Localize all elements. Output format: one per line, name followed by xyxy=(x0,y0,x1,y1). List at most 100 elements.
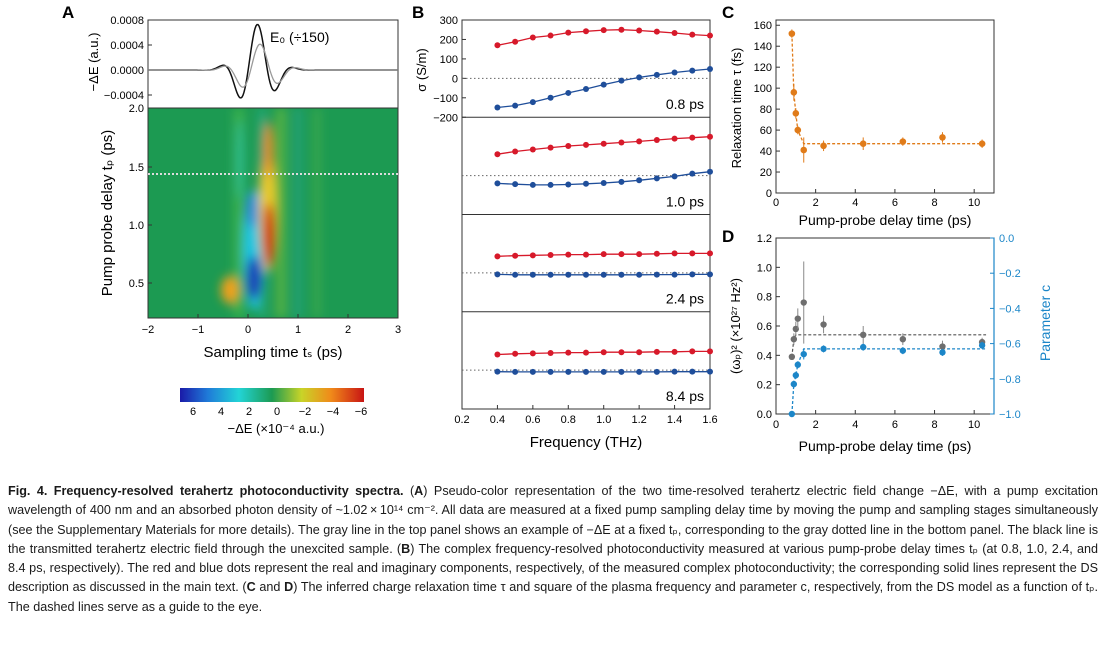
panel-c-ylabel: Relaxation time τ (fs) xyxy=(729,48,744,169)
b-point-imag xyxy=(636,74,643,81)
b-point-real xyxy=(618,26,625,33)
c-point xyxy=(820,142,827,150)
b-delay-label: 8.4 ps xyxy=(666,388,704,404)
d-point-wp xyxy=(899,336,907,343)
b-point-imag xyxy=(494,368,501,375)
b-point-real xyxy=(689,31,696,38)
b-point-real xyxy=(583,251,589,258)
b-point-real xyxy=(512,148,519,155)
b-point-real xyxy=(494,351,501,358)
d-xtick-label: 8 xyxy=(931,419,937,431)
b-point-real xyxy=(583,349,589,356)
b-point-real xyxy=(600,349,607,356)
b-point-real xyxy=(636,27,643,34)
b-point-imag xyxy=(529,271,536,278)
c-point xyxy=(794,126,802,134)
b-point-imag xyxy=(583,86,589,93)
c-xtick-label: 0 xyxy=(773,197,779,209)
c-ytick-label: 40 xyxy=(760,146,772,158)
d-xtick-label: 4 xyxy=(852,419,858,431)
panel-d-plot: 1.2 1.0 0.8 0.6 0.4 0.2 0.0 0.0 −0.2 −0.4 −0.6 −0.8… xyxy=(728,233,1053,454)
b-point-imag xyxy=(494,180,501,187)
a-xtick-label: 1 xyxy=(295,324,301,336)
b-point-imag xyxy=(494,104,501,111)
b-point-imag xyxy=(565,89,572,96)
b-point-real xyxy=(636,251,643,258)
colorbar-tick-label: −6 xyxy=(355,406,368,418)
b-xtick-label: 1.0 xyxy=(596,414,611,426)
b-point-imag xyxy=(618,178,625,185)
d-point-wp xyxy=(790,336,798,343)
d-point-c xyxy=(794,361,801,368)
caption-bold-segment: Fig. 4. Frequency-resolved terahertz pho… xyxy=(8,484,404,498)
b-point-real xyxy=(671,135,678,142)
a-map-ytick-label: 1.5 xyxy=(129,162,144,174)
b-delay-label: 1.0 ps xyxy=(666,193,704,209)
d-xtick-label: 0 xyxy=(773,419,779,431)
b-point-imag xyxy=(618,368,625,375)
d-point-c xyxy=(788,410,796,418)
b-point-real xyxy=(707,348,713,355)
b-ytick-label: 300 xyxy=(440,15,458,27)
b-point-imag xyxy=(653,175,660,182)
b-point-imag xyxy=(707,168,713,175)
b-point-real xyxy=(565,29,572,36)
c-point xyxy=(939,134,946,141)
b-point-imag xyxy=(618,271,625,278)
d-xtick-label: 6 xyxy=(892,419,898,431)
d-ytick-right-label: −0.4 xyxy=(999,303,1021,315)
b-point-imag xyxy=(583,368,589,375)
b-point-imag xyxy=(512,271,519,278)
panel-a-top-plot: 0.0008 0.0004 0.0000 −0.0004 E₀ (÷150) −ΔE … xyxy=(86,15,399,109)
b-point-real xyxy=(653,348,660,355)
panel-b-plot: 300 200 100 0 −100 −200 0.8 ps 1.0 ps 2.4 ps 8.4 … xyxy=(414,15,718,451)
d-point-c xyxy=(800,350,807,358)
c-ytick-label: 100 xyxy=(754,83,772,95)
b-ytick-label: 0 xyxy=(452,73,458,85)
d-ytick-right-label: −0.6 xyxy=(999,339,1021,351)
d-xtick-label: 10 xyxy=(968,419,980,431)
b-ytick-label: 100 xyxy=(440,54,458,66)
b-delay-label: 2.4 ps xyxy=(666,291,704,307)
b-xtick-label: 0.2 xyxy=(454,414,469,426)
caption-text-segment: ) The inferred charge relaxation time τ … xyxy=(8,580,1099,614)
panel-a-top-ylabel: −ΔE (a.u.) xyxy=(86,33,101,92)
b-xtick-label: 1.6 xyxy=(702,414,717,426)
panel-b-xlabel: Frequency (THz) xyxy=(530,434,643,451)
d-point-c xyxy=(790,380,798,388)
panel-label-b: B xyxy=(412,3,424,22)
b-point-imag xyxy=(529,99,536,106)
c-point xyxy=(792,110,800,117)
a-xtick-label: 0 xyxy=(245,324,251,336)
d-ytick-right-label: −0.2 xyxy=(999,268,1021,280)
b-point-imag xyxy=(636,368,643,375)
b-point-imag xyxy=(547,181,554,188)
b-delay-label: 0.8 ps xyxy=(666,96,704,112)
b-point-real xyxy=(565,143,572,150)
d-point-c xyxy=(860,343,867,351)
panel-d-ylabel-right: Parameter c xyxy=(1037,285,1053,361)
b-ytick-label: 200 xyxy=(440,34,458,46)
b-point-real xyxy=(583,28,589,35)
d-point-wp xyxy=(860,331,867,338)
panel-label-a: A xyxy=(62,3,74,22)
b-point-real xyxy=(529,34,536,41)
b-point-imag xyxy=(671,69,678,76)
panel-c-xlabel: Pump-probe delay time (ps) xyxy=(799,212,972,228)
d-point-wp xyxy=(820,321,827,328)
colorbar-tick-label: 6 xyxy=(190,406,196,418)
c-xtick-label: 8 xyxy=(931,197,937,209)
b-xtick-label: 0.8 xyxy=(561,414,576,426)
c-point xyxy=(788,30,796,37)
caption-text-segment: ) The complex frequency-resolved photoco… xyxy=(8,541,1098,595)
c-ytick-label: 80 xyxy=(760,104,772,116)
b-point-imag xyxy=(583,271,589,278)
b-point-real xyxy=(618,139,625,146)
a-map-ytick-label: 0.5 xyxy=(129,278,144,290)
c-point xyxy=(800,146,808,154)
b-point-real xyxy=(618,251,625,258)
panel-a-map-frame xyxy=(147,107,399,319)
d-ytick-left-label: 0.2 xyxy=(757,380,772,392)
caption-bold-segment: A xyxy=(414,484,424,498)
